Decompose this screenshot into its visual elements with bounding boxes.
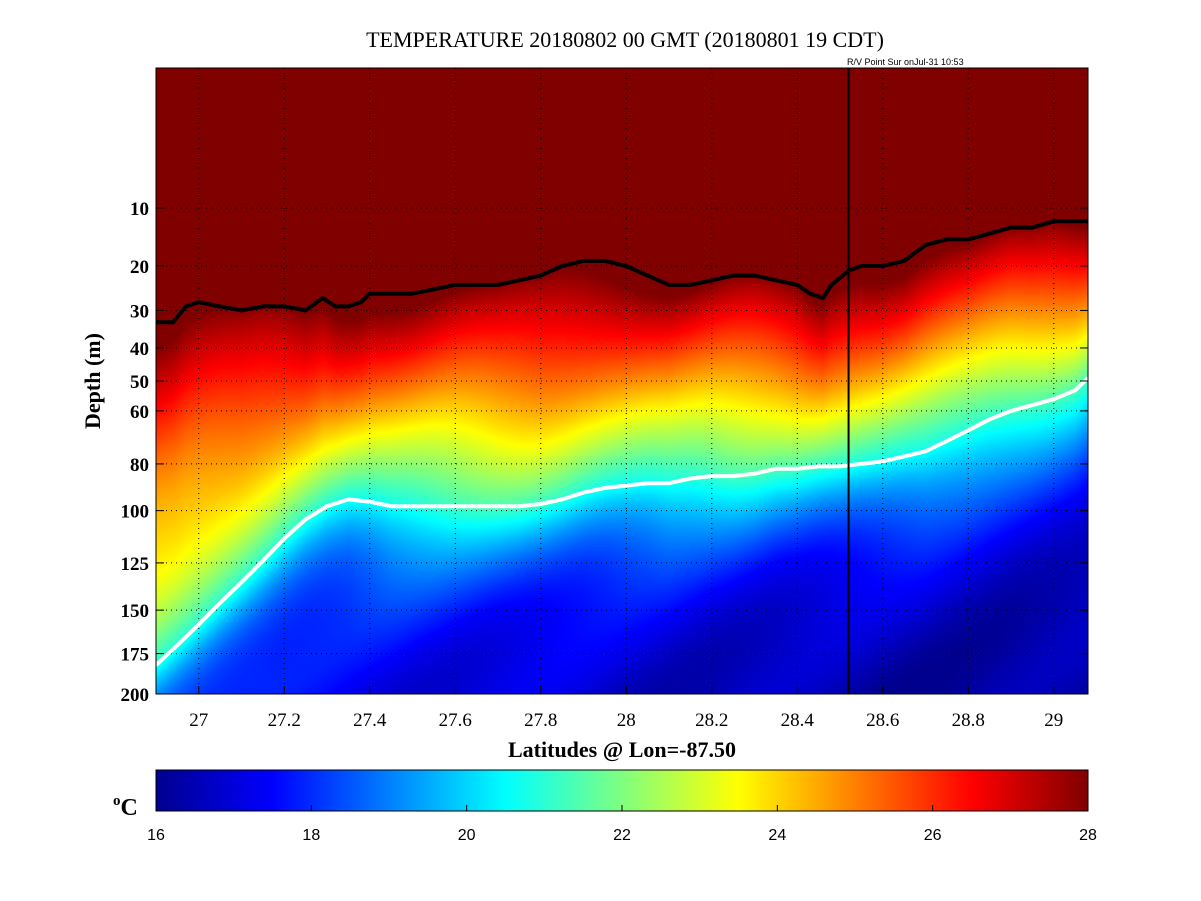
colorbar-unit-celsius: C (121, 795, 138, 821)
y-axis-ticks: 10 20 30 40 50 60 80 100 125 150 175 200 (121, 199, 1088, 706)
x-tick-label-0: 27 (189, 710, 208, 731)
y-tick-label-8: 125 (121, 554, 150, 575)
colorbar-ticks: 16 18 20 22 24 26 28 (147, 805, 1097, 844)
y-tick-label-0: 10 (130, 199, 149, 220)
cruise-annotation: R/V Point Sur onJul-31 10:53 (847, 57, 964, 67)
isotherm-line-0 (156, 219, 1088, 325)
colorbar-tick-label-1: 18 (302, 827, 320, 844)
colorbar: 16 18 20 22 24 26 28 oC (113, 769, 1097, 844)
x-tick-label-6: 28.2 (695, 710, 728, 731)
colorbar-unit-degree: o (113, 793, 121, 809)
colorbar-unit-label: oC (113, 793, 138, 821)
colorbar-tick-label-6: 28 (1079, 827, 1097, 844)
y-tick-label-1: 20 (130, 257, 149, 278)
chart-title: TEMPERATURE 20180802 00 GMT (20180801 19… (366, 27, 884, 52)
y-tick-label-9: 150 (121, 601, 150, 622)
x-tick-label-5: 28 (617, 710, 636, 731)
plot-area (155, 67, 1089, 695)
y-tick-label-5: 60 (130, 402, 149, 423)
colorbar-tick-label-5: 26 (924, 827, 942, 844)
y-tick-label-2: 30 (130, 301, 149, 322)
y-tick-label-7: 100 (121, 502, 150, 523)
y-axis-label: Depth (m) (80, 333, 105, 429)
colorbar-tick-label-4: 24 (768, 827, 786, 844)
x-tick-label-7: 28.4 (781, 710, 815, 731)
colorbar-tick-label-2: 20 (458, 827, 476, 844)
y-tick-label-6: 80 (130, 455, 149, 476)
isotherm-line-1 (156, 376, 1088, 667)
y-tick-label-11: 200 (121, 685, 150, 706)
colorbar-tick-label-3: 22 (613, 827, 631, 844)
x-tick-label-10: 29 (1044, 710, 1063, 731)
y-tick-label-3: 40 (130, 339, 149, 360)
x-tick-label-8: 28.6 (866, 710, 899, 731)
y-tick-label-4: 50 (130, 372, 149, 393)
colorbar-gradient (155, 769, 1089, 812)
x-tick-label-3: 27.6 (439, 710, 472, 731)
x-tick-label-9: 28.8 (952, 710, 985, 731)
x-tick-label-2: 27.4 (353, 710, 387, 731)
x-tick-label-1: 27.2 (268, 710, 301, 731)
x-axis-label: Latitudes @ Lon=-87.50 (508, 737, 736, 762)
y-tick-label-10: 175 (121, 645, 150, 666)
isotherm-lines (156, 219, 1088, 667)
x-tick-label-4: 27.8 (524, 710, 557, 731)
colorbar-tick-label-0: 16 (147, 827, 165, 844)
x-axis-ticks: 27 27.2 27.4 27.6 27.8 28 28.2 28.4 28.6 28.8 29 (189, 686, 1063, 731)
